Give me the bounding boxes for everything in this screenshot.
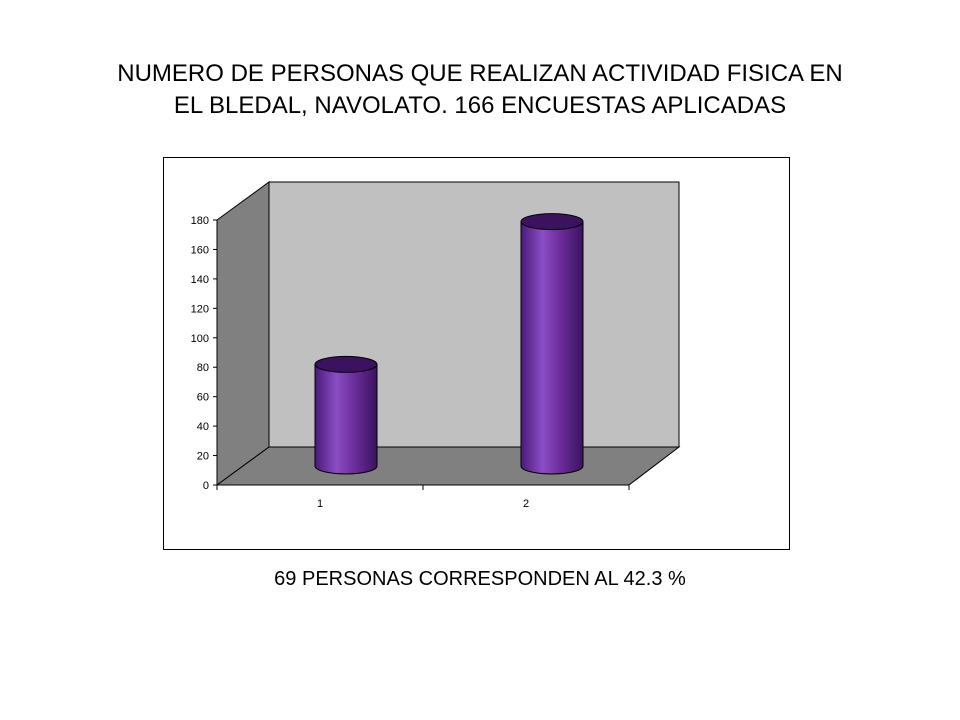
title-line-2: EL BLEDAL, NAVOLATO. 166 ENCUESTAS APLIC… [173,92,787,119]
y-tick-label: 140 [191,274,209,286]
y-tick-label: 100 [191,333,209,345]
chart-title: NUMERO DE PERSONAS QUE REALIZAN ACTIVIDA… [40,58,920,122]
chart-side-wall [216,181,270,486]
y-tick-label: 40 [197,421,209,433]
y-tick-label: 80 [197,362,209,374]
y-axis: 0 20 40 60 80 100 120 140 160 180 [191,215,218,492]
y-tick-label: 180 [191,215,209,227]
chart-floor [215,446,681,486]
result-caption: 69 PERSONAS CORRESPONDEN AL 42.3 % [274,568,686,590]
y-tick-label: 160 [191,244,209,256]
bar-body [314,363,378,475]
bar-top [314,355,378,373]
bar-top [520,213,584,231]
bar [520,213,584,475]
x-tick-label: 1 [317,498,323,510]
title-line-1: NUMERO DE PERSONAS QUE REALIZAN ACTIVIDA… [117,60,843,87]
bar-body [520,221,584,475]
y-tick-label: 60 [197,392,209,404]
y-tick-label: 0 [203,480,209,492]
x-tick-label: 2 [523,498,529,510]
bar [314,355,378,475]
bars [314,213,584,475]
y-tick-label: 20 [197,451,209,463]
y-tick-label: 120 [191,303,209,315]
